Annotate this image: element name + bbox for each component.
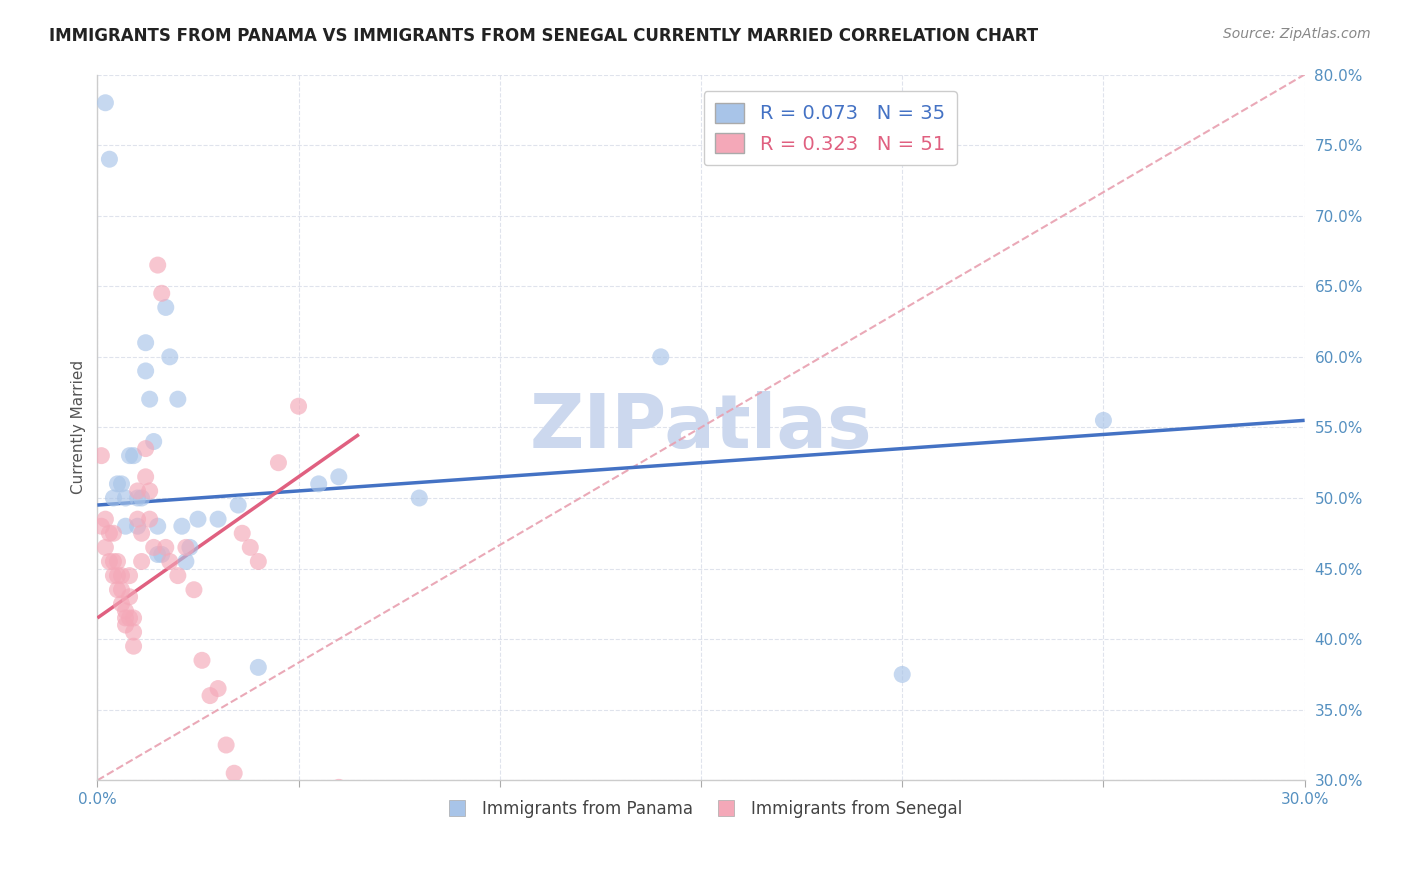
Point — [98, 526, 121, 541]
Point — [107, 568, 129, 582]
Point — [122, 449, 145, 463]
Point — [114, 604, 136, 618]
Point — [103, 526, 125, 541]
Y-axis label: Currently Married: Currently Married — [72, 360, 86, 494]
Point — [127, 483, 149, 498]
Point — [114, 491, 136, 505]
Point — [135, 442, 157, 456]
Point — [118, 590, 141, 604]
Point — [127, 491, 149, 505]
Point — [94, 541, 117, 555]
Point — [131, 554, 153, 568]
Point — [103, 568, 125, 582]
Point — [150, 548, 173, 562]
Point — [135, 335, 157, 350]
Point — [122, 625, 145, 640]
Point — [174, 541, 197, 555]
Point — [138, 483, 160, 498]
Point — [127, 519, 149, 533]
Point — [328, 470, 350, 484]
Point — [239, 541, 262, 555]
Point — [110, 568, 132, 582]
Point — [127, 512, 149, 526]
Point — [94, 95, 117, 110]
Point — [110, 597, 132, 611]
Point — [328, 780, 350, 795]
Point — [183, 582, 205, 597]
Point — [110, 476, 132, 491]
Point — [179, 541, 201, 555]
Point — [166, 392, 188, 407]
Point — [114, 611, 136, 625]
Point — [107, 582, 129, 597]
Point — [107, 554, 129, 568]
Point — [287, 399, 309, 413]
Point — [118, 611, 141, 625]
Point — [110, 582, 132, 597]
Point — [155, 541, 177, 555]
Point — [135, 470, 157, 484]
Point — [224, 766, 246, 780]
Point — [142, 541, 165, 555]
Point — [122, 639, 145, 653]
Point — [207, 681, 229, 696]
Text: IMMIGRANTS FROM PANAMA VS IMMIGRANTS FROM SENEGAL CURRENTLY MARRIED CORRELATION : IMMIGRANTS FROM PANAMA VS IMMIGRANTS FRO… — [49, 27, 1039, 45]
Point — [159, 350, 181, 364]
Point — [247, 554, 270, 568]
Point — [267, 456, 290, 470]
Point — [159, 554, 181, 568]
Point — [138, 512, 160, 526]
Point — [114, 618, 136, 632]
Point — [191, 653, 214, 667]
Point — [166, 568, 188, 582]
Point — [107, 476, 129, 491]
Text: ZIPatlas: ZIPatlas — [530, 391, 872, 464]
Point — [198, 689, 221, 703]
Point — [131, 491, 153, 505]
Point — [155, 301, 177, 315]
Point — [135, 364, 157, 378]
Point — [90, 449, 112, 463]
Legend: Immigrants from Panama, Immigrants from Senegal: Immigrants from Panama, Immigrants from … — [433, 794, 969, 825]
Point — [170, 519, 193, 533]
Point — [114, 519, 136, 533]
Text: Source: ZipAtlas.com: Source: ZipAtlas.com — [1223, 27, 1371, 41]
Point — [308, 476, 330, 491]
Point — [122, 611, 145, 625]
Point — [174, 554, 197, 568]
Point — [142, 434, 165, 449]
Point — [226, 498, 249, 512]
Point — [146, 548, 169, 562]
Point — [103, 491, 125, 505]
Point — [187, 512, 209, 526]
Point — [90, 519, 112, 533]
Point — [94, 512, 117, 526]
Point — [98, 152, 121, 166]
Point — [138, 392, 160, 407]
Point — [118, 449, 141, 463]
Point — [146, 258, 169, 272]
Point — [247, 660, 270, 674]
Point — [103, 554, 125, 568]
Point — [231, 526, 253, 541]
Point — [215, 738, 238, 752]
Point — [146, 519, 169, 533]
Point — [118, 568, 141, 582]
Point — [131, 526, 153, 541]
Point — [891, 667, 914, 681]
Point — [650, 350, 672, 364]
Point — [1092, 413, 1115, 427]
Point — [98, 554, 121, 568]
Point — [408, 491, 430, 505]
Point — [207, 512, 229, 526]
Point — [150, 286, 173, 301]
